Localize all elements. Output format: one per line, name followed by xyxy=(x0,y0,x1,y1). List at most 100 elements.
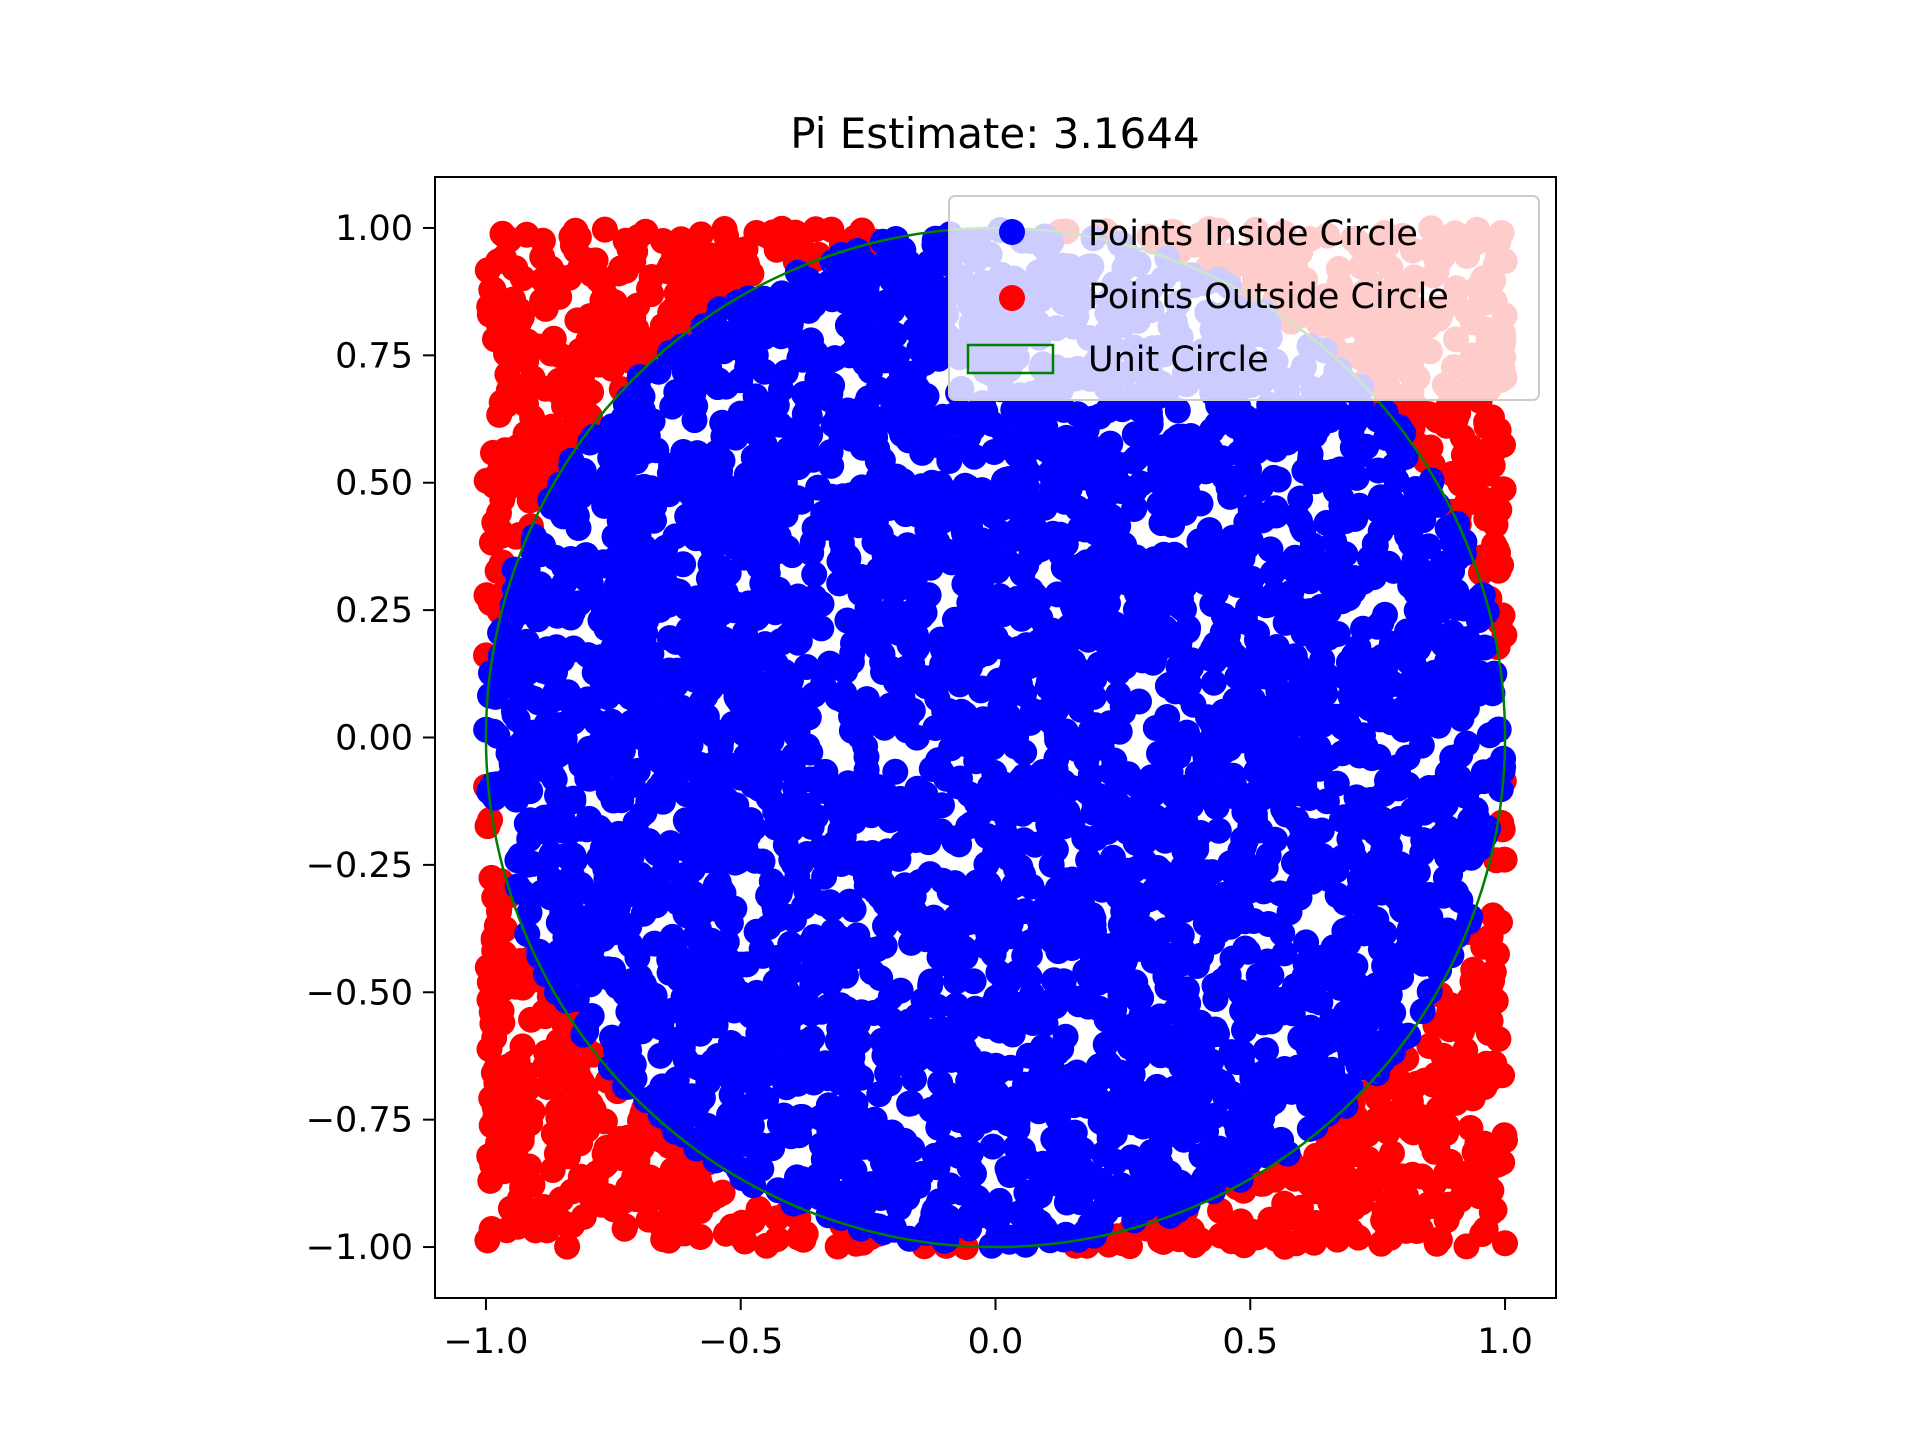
inside-point xyxy=(1391,868,1418,895)
outside-point xyxy=(1388,1163,1415,1190)
inside-point xyxy=(853,686,880,713)
inside-point xyxy=(675,458,702,485)
inside-point xyxy=(663,628,689,655)
inside-point xyxy=(855,328,882,355)
inside-point xyxy=(1416,928,1443,954)
inside-point xyxy=(945,1142,972,1169)
inside-point xyxy=(589,588,615,615)
outside-point xyxy=(1478,1199,1505,1226)
inside-point xyxy=(926,492,953,519)
inside-point xyxy=(1112,1019,1139,1046)
outside-point xyxy=(544,1097,571,1124)
outside-point xyxy=(610,1188,637,1215)
inside-point xyxy=(943,968,969,995)
outside-point xyxy=(1265,1224,1292,1251)
inside-point xyxy=(852,391,879,418)
inside-point xyxy=(1124,548,1151,575)
inside-point xyxy=(1019,1010,1046,1036)
inside-point xyxy=(1250,1009,1277,1036)
inside-point xyxy=(836,342,863,369)
inside-point xyxy=(831,255,858,282)
inside-point xyxy=(838,717,865,744)
inside-point xyxy=(1001,872,1027,899)
inside-point xyxy=(1446,764,1472,791)
inside-point xyxy=(687,929,714,956)
inside-point xyxy=(619,561,646,588)
inside-point xyxy=(1030,759,1056,785)
inside-point xyxy=(614,1073,641,1100)
inside-point xyxy=(984,930,1011,956)
inside-point xyxy=(743,604,770,631)
inside-point xyxy=(889,831,916,857)
inside-point xyxy=(1183,833,1210,860)
outside-point xyxy=(556,264,583,291)
inside-point xyxy=(799,387,826,414)
inside-point xyxy=(871,1031,898,1058)
inside-point xyxy=(698,1129,724,1156)
outside-point xyxy=(579,1102,606,1129)
inside-point xyxy=(662,523,689,550)
outside-point xyxy=(1423,1230,1450,1257)
inside-point xyxy=(1262,826,1289,853)
inside-point xyxy=(952,937,979,964)
inside-point xyxy=(1270,699,1297,726)
inside-point xyxy=(777,586,804,613)
inside-point xyxy=(1249,695,1276,722)
inside-point xyxy=(796,606,822,633)
inside-point xyxy=(1017,709,1044,736)
inside-point xyxy=(827,1113,854,1139)
inside-point xyxy=(983,479,1010,506)
inside-point xyxy=(1209,1070,1236,1097)
outside-point xyxy=(530,266,557,293)
inside-point xyxy=(1070,1157,1097,1184)
inside-point xyxy=(1470,759,1497,786)
inside-point xyxy=(1047,976,1074,1003)
inside-point xyxy=(716,1101,743,1128)
inside-point xyxy=(1346,866,1373,893)
inside-point xyxy=(705,1043,732,1069)
inside-point xyxy=(611,424,638,451)
inside-point xyxy=(670,739,697,766)
inside-point xyxy=(617,1017,644,1044)
inside-point xyxy=(669,862,696,889)
inside-point xyxy=(854,594,881,621)
outside-point xyxy=(529,287,556,314)
inside-point xyxy=(796,766,823,793)
inside-point xyxy=(1306,755,1333,782)
inside-point xyxy=(887,977,914,1004)
inside-point xyxy=(684,982,711,1009)
inside-point xyxy=(1085,618,1112,645)
outside-point xyxy=(1429,1072,1456,1099)
inside-point xyxy=(1096,1175,1123,1202)
inside-point xyxy=(670,551,697,578)
inside-point xyxy=(801,561,828,588)
inside-point xyxy=(1343,464,1370,491)
inside-point xyxy=(1071,825,1098,852)
inside-point xyxy=(936,879,963,906)
inside-point xyxy=(1200,635,1226,662)
outside-point xyxy=(494,1053,521,1080)
outside-point xyxy=(1338,1218,1364,1245)
inside-point xyxy=(730,639,757,665)
inside-point xyxy=(924,1154,951,1181)
inside-point xyxy=(1124,794,1151,821)
inside-point xyxy=(1013,1179,1040,1206)
inside-point xyxy=(659,997,686,1024)
inside-point xyxy=(1253,592,1280,619)
inside-point xyxy=(794,733,821,760)
inside-point xyxy=(935,630,962,657)
inside-point xyxy=(607,469,633,496)
inside-point xyxy=(1200,669,1227,696)
outside-point xyxy=(487,523,514,549)
outside-point xyxy=(516,487,543,514)
inside-point xyxy=(1043,696,1070,723)
inside-point xyxy=(990,601,1017,628)
outside-point xyxy=(627,1107,653,1134)
inside-point xyxy=(1336,826,1363,852)
inside-point xyxy=(1312,680,1339,707)
inside-point xyxy=(1142,1165,1169,1192)
inside-point xyxy=(738,663,765,690)
inside-point xyxy=(1237,854,1263,881)
outside-point xyxy=(713,223,740,249)
inside-point xyxy=(1128,984,1155,1011)
